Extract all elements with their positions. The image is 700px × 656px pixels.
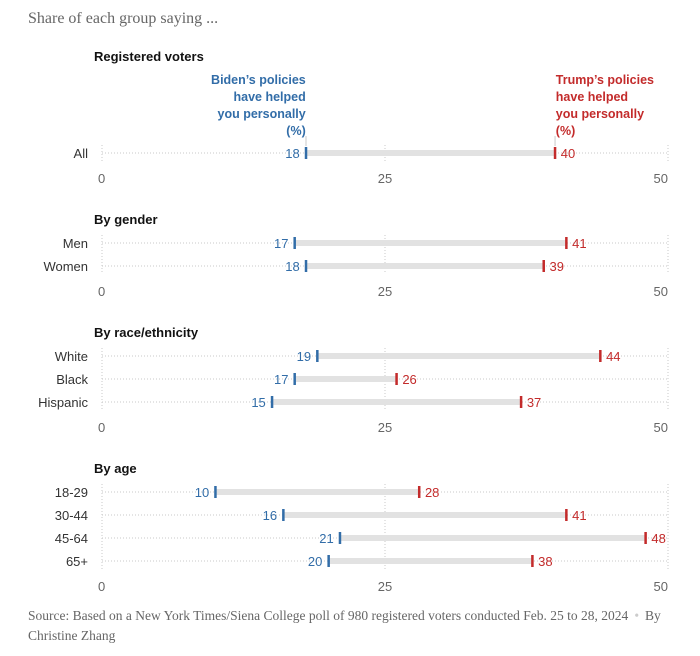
panel-title: By gender bbox=[94, 212, 158, 227]
biden-marker bbox=[304, 260, 308, 272]
biden-marker bbox=[214, 486, 217, 498]
dumbbell-chart: Registered voters All 18 40 0 25 50 Biden’s pol… bbox=[38, 49, 669, 594]
biden-marker bbox=[327, 555, 330, 567]
row-label: 65+ bbox=[66, 554, 88, 569]
chart-subtitle: Share of each group saying ... bbox=[28, 10, 219, 27]
row-label: 45-64 bbox=[55, 531, 88, 546]
trump-marker bbox=[531, 555, 534, 567]
biden-marker bbox=[282, 509, 285, 521]
byline: By Christine Zhang bbox=[28, 608, 661, 643]
biden-marker bbox=[293, 237, 296, 249]
row-label: 18-29 bbox=[55, 485, 88, 500]
source-note: Source: Based on a New York Times/Siena … bbox=[28, 606, 688, 646]
x-tick-label: 50 bbox=[654, 284, 668, 299]
trump-marker bbox=[565, 509, 568, 521]
range-bar bbox=[305, 263, 544, 269]
biden-value-label: 16 bbox=[263, 508, 277, 523]
source-separator: • bbox=[634, 608, 640, 623]
row-label: Black bbox=[56, 372, 88, 387]
range-bar bbox=[294, 240, 567, 246]
range-bar bbox=[317, 353, 601, 359]
x-tick-label: 50 bbox=[654, 579, 668, 594]
range-bar bbox=[271, 399, 521, 405]
biden-value-label: 20 bbox=[308, 554, 322, 569]
trump-key-label: have helped bbox=[556, 90, 628, 104]
trump-value-label: 38 bbox=[538, 554, 552, 569]
biden-key-label: Biden’s policies bbox=[211, 73, 306, 87]
trump-marker bbox=[395, 373, 398, 385]
biden-value-label: 17 bbox=[274, 372, 288, 387]
trump-key-label: (%) bbox=[556, 124, 575, 138]
biden-marker bbox=[293, 373, 296, 385]
x-tick-label: 0 bbox=[98, 171, 105, 186]
panel-title: By age bbox=[94, 461, 137, 476]
row-label: Men bbox=[63, 236, 88, 251]
trump-marker bbox=[417, 486, 421, 498]
range-bar bbox=[339, 535, 646, 541]
range-bar bbox=[215, 489, 419, 495]
trump-value-label: 28 bbox=[425, 485, 439, 500]
row-label: Women bbox=[43, 259, 88, 274]
biden-marker bbox=[338, 532, 342, 544]
biden-key-label: have helped bbox=[234, 90, 306, 104]
x-tick-label: 25 bbox=[378, 420, 392, 435]
range-bar bbox=[294, 376, 397, 382]
biden-value-label: 17 bbox=[274, 236, 288, 251]
biden-value-label: 15 bbox=[251, 395, 265, 410]
x-tick-label: 0 bbox=[98, 579, 105, 594]
x-tick-label: 50 bbox=[654, 420, 668, 435]
panel-title: Registered voters bbox=[94, 49, 204, 64]
x-tick-label: 25 bbox=[378, 284, 392, 299]
trump-value-label: 41 bbox=[572, 508, 586, 523]
trump-value-label: 26 bbox=[402, 372, 416, 387]
trump-value-label: 39 bbox=[549, 259, 563, 274]
row-label: White bbox=[55, 349, 88, 364]
trump-marker bbox=[644, 532, 647, 544]
biden-key-label: (%) bbox=[286, 124, 305, 138]
biden-value-label: 19 bbox=[297, 349, 311, 364]
trump-value-label: 37 bbox=[527, 395, 541, 410]
x-tick-label: 25 bbox=[378, 171, 392, 186]
range-bar bbox=[305, 150, 555, 156]
biden-value-label: 10 bbox=[195, 485, 209, 500]
biden-value-label: 21 bbox=[319, 531, 333, 546]
biden-value-label: 18 bbox=[285, 146, 299, 161]
x-tick-label: 50 bbox=[654, 171, 668, 186]
row-label: 30-44 bbox=[55, 508, 88, 523]
range-bar bbox=[283, 512, 567, 518]
trump-marker bbox=[542, 260, 545, 272]
x-tick-label: 0 bbox=[98, 420, 105, 435]
trump-marker bbox=[519, 396, 523, 408]
row-label: All bbox=[74, 146, 89, 161]
range-bar bbox=[328, 558, 533, 564]
biden-key-label: you personally bbox=[218, 107, 306, 121]
biden-marker bbox=[316, 350, 319, 362]
trump-value-label: 48 bbox=[651, 531, 665, 546]
x-tick-label: 0 bbox=[98, 284, 105, 299]
biden-marker bbox=[270, 396, 274, 408]
trump-value-label: 41 bbox=[572, 236, 586, 251]
biden-value-label: 18 bbox=[285, 259, 299, 274]
biden-marker bbox=[304, 147, 308, 159]
trump-marker bbox=[565, 237, 568, 249]
panel-title: By race/ethnicity bbox=[94, 325, 199, 340]
trump-key-label: you personally bbox=[556, 107, 644, 121]
trump-marker bbox=[599, 350, 602, 362]
trump-value-label: 40 bbox=[561, 146, 575, 161]
trump-value-label: 44 bbox=[606, 349, 620, 364]
source-text: Source: Based on a New York Times/Siena … bbox=[28, 608, 629, 623]
x-tick-label: 25 bbox=[378, 579, 392, 594]
row-label: Hispanic bbox=[38, 395, 88, 410]
trump-marker bbox=[553, 147, 557, 159]
trump-key-label: Trump’s policies bbox=[556, 73, 654, 87]
